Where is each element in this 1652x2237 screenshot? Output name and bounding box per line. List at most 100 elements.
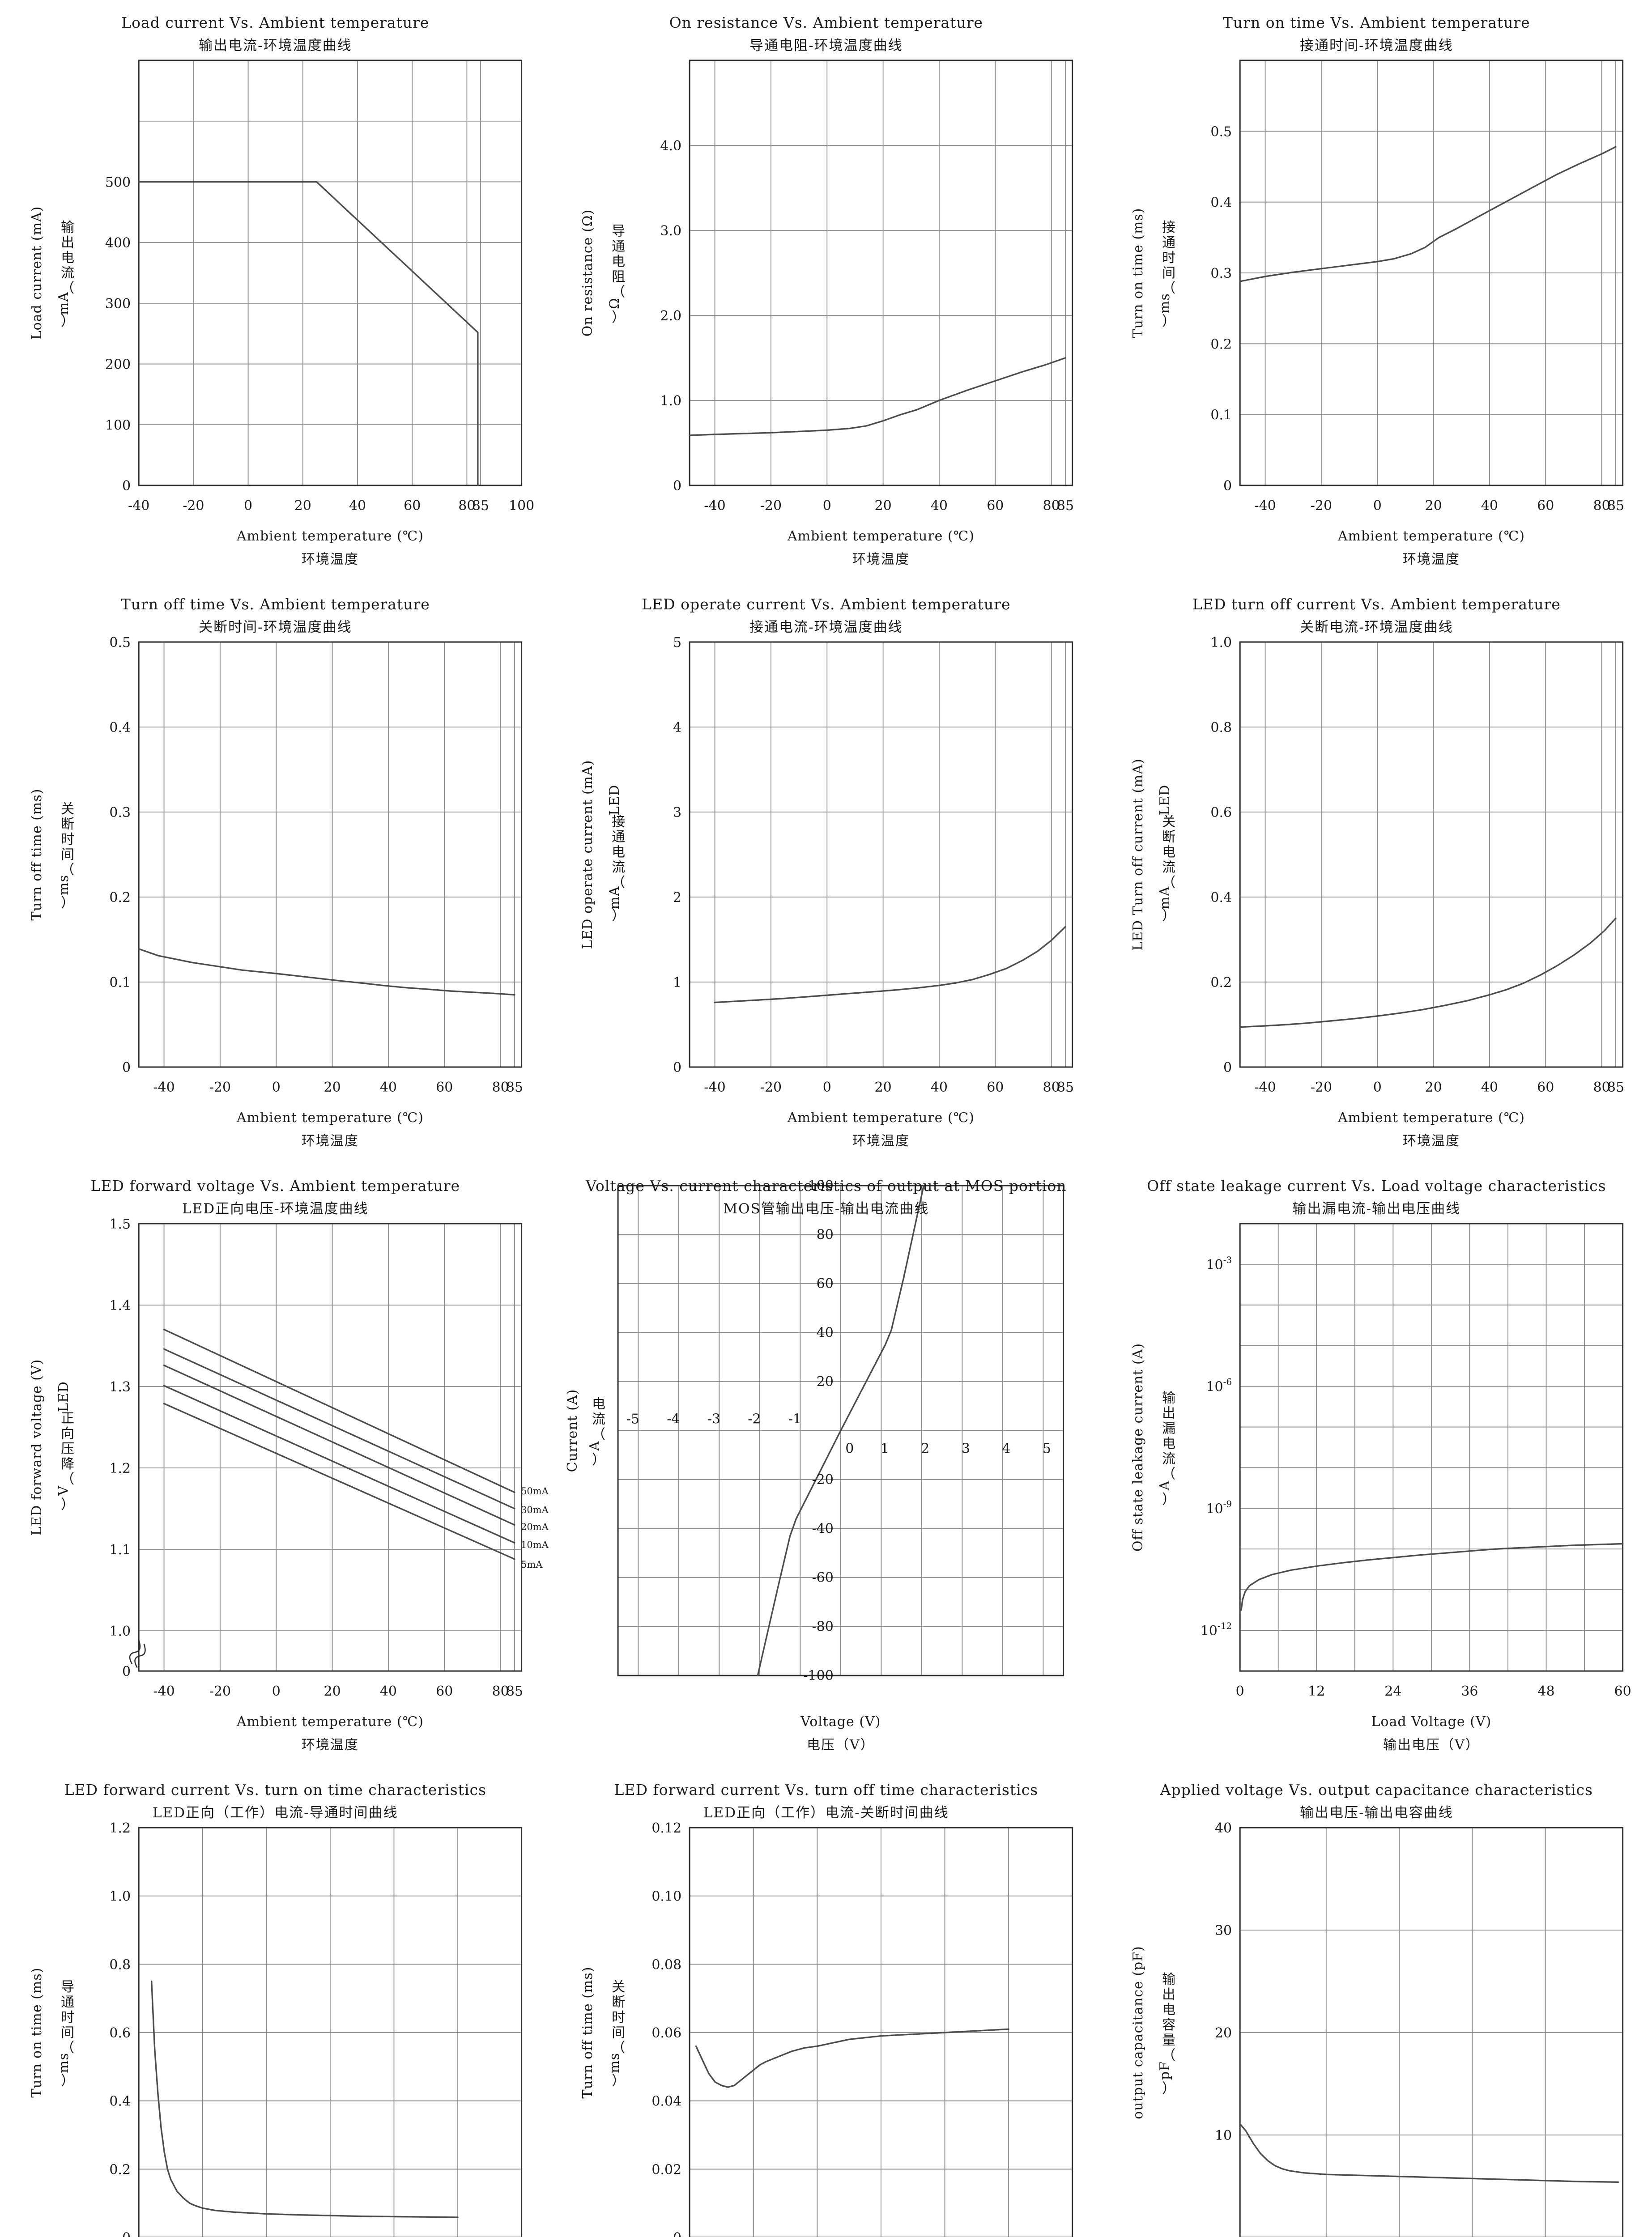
x-tick-label: 40 bbox=[1481, 498, 1498, 514]
svg-text:时: 时 bbox=[612, 2010, 626, 2025]
svg-text:）: ） bbox=[612, 908, 626, 924]
svg-text:ms: ms bbox=[56, 2053, 72, 2073]
y-tick-label: -40 bbox=[812, 1521, 833, 1537]
y-tick-label: 0.08 bbox=[651, 1957, 681, 1973]
plot-border bbox=[689, 1827, 1073, 2237]
x-axis-label-en: Load Voltage (V) bbox=[1371, 1714, 1492, 1730]
svg-text:电: 电 bbox=[592, 1396, 606, 1412]
chart-title-zh: 接通时间-环境温度曲线 bbox=[1300, 38, 1453, 54]
svg-text:mA: mA bbox=[607, 886, 622, 909]
plot-border bbox=[138, 1827, 523, 2237]
x-tick-label: 20 bbox=[324, 1080, 341, 1095]
y-tick-label: 1.0 bbox=[109, 1889, 131, 1905]
x-tick-label: 85 bbox=[506, 1684, 523, 1699]
plot-border bbox=[138, 1223, 523, 1672]
chart-title-en: LED forward current Vs. turn on time cha… bbox=[64, 1781, 486, 1799]
svg-text:输: 输 bbox=[1162, 1972, 1176, 1987]
y-tick-label: 0 bbox=[122, 1060, 131, 1076]
x-axis-label-zh: 环境温度 bbox=[852, 1133, 910, 1149]
svg-text:通: 通 bbox=[61, 1995, 75, 2010]
series-line-turn-on-time bbox=[150, 1980, 459, 2218]
y-tick-label: -100 bbox=[803, 1668, 833, 1684]
svg-text:关: 关 bbox=[1162, 814, 1176, 830]
chart-canvas-off-state-leakage-current-vs-load-voltage: Off state leakage current Vs. Load volta… bbox=[1130, 1177, 1631, 1753]
svg-text:间: 间 bbox=[61, 847, 75, 863]
y-tick-label: 300 bbox=[105, 296, 131, 312]
svg-text:pF: pF bbox=[1157, 2061, 1173, 2080]
y-tick-label: 0.5 bbox=[1211, 124, 1232, 140]
series-line-output-capacitance bbox=[1240, 2124, 1619, 2183]
svg-text:断: 断 bbox=[1162, 829, 1176, 845]
svg-text:LED: LED bbox=[1157, 785, 1173, 816]
x-tick-label: -40 bbox=[1255, 1080, 1276, 1095]
series-label: 10mA bbox=[521, 1540, 549, 1550]
y-axis-label-zh: 导通时间（ms） bbox=[56, 1979, 75, 2089]
y-tick-label: 1.3 bbox=[109, 1379, 131, 1395]
y-tick-label: 0.3 bbox=[109, 805, 131, 821]
svg-text:降: 降 bbox=[61, 1456, 75, 1472]
x-tick-label: -5 bbox=[626, 1412, 639, 1427]
y-tick-label: 0.6 bbox=[109, 2025, 131, 2041]
svg-text:（: （ bbox=[612, 2040, 626, 2056]
chart-title-zh: 输出电压-输出电容曲线 bbox=[1300, 1805, 1453, 1821]
y-tick-label: 0.6 bbox=[1211, 805, 1232, 821]
svg-text:断: 断 bbox=[61, 817, 75, 832]
svg-text:流: 流 bbox=[1162, 1451, 1176, 1467]
x-tick-label: 40 bbox=[380, 1684, 397, 1699]
svg-text:流: 流 bbox=[1162, 860, 1176, 876]
x-tick-label: 80 bbox=[492, 1080, 509, 1095]
series-line-10mA bbox=[163, 1385, 515, 1544]
svg-text:（: （ bbox=[1162, 875, 1176, 891]
chart-title-en: LED forward voltage Vs. Ambient temperat… bbox=[91, 1177, 460, 1195]
svg-text:出: 出 bbox=[1162, 1987, 1176, 2003]
x-axis-label-en: Ambient temperature (℃) bbox=[787, 1110, 974, 1126]
series-line-on-resistance bbox=[689, 357, 1066, 436]
chart-canvas-turn-on-time-vs-ambient-temperature: Turn on time Vs. Ambient temperature 接通时间… bbox=[1130, 14, 1624, 567]
chart-title-zh: LED正向（工作）电流-关断时间曲线 bbox=[703, 1805, 949, 1821]
svg-text:（: （ bbox=[1162, 1467, 1176, 1482]
y-tick-label: 1.2 bbox=[109, 1461, 131, 1476]
y-tick-label: 5 bbox=[673, 635, 681, 651]
x-tick-label: 40 bbox=[1481, 1080, 1498, 1095]
x-tick-label: 0 bbox=[822, 498, 831, 514]
svg-text:接: 接 bbox=[1162, 220, 1176, 235]
x-tick-label: -20 bbox=[760, 498, 781, 514]
x-tick-label: 40 bbox=[931, 498, 948, 514]
y-tick-label: 4 bbox=[673, 720, 681, 736]
y-axis-label-en: Turn off time (ms) bbox=[29, 789, 45, 921]
chart-canvas-led-turn-off-current-vs-ambient-temperature: LED turn off current Vs. Ambient tempera… bbox=[1130, 595, 1624, 1149]
svg-text:电: 电 bbox=[61, 250, 75, 266]
y-tick-label: 3.0 bbox=[660, 223, 681, 239]
svg-text:）: ） bbox=[61, 1497, 75, 1513]
svg-text:Ω: Ω bbox=[607, 298, 622, 309]
svg-text:（: （ bbox=[61, 1471, 75, 1487]
chart-title-en: Turn off time Vs. Ambient temperature bbox=[121, 595, 430, 613]
svg-text:关: 关 bbox=[61, 801, 75, 817]
chart-title-en: Applied voltage Vs. output capacitance c… bbox=[1160, 1781, 1593, 1799]
x-tick-label: 85 bbox=[472, 498, 489, 514]
y-tick-label: 0 bbox=[673, 478, 681, 494]
x-axis-label-zh: 环境温度 bbox=[302, 552, 359, 567]
svg-text:输: 输 bbox=[61, 220, 75, 235]
y-tick-label: 1.0 bbox=[109, 1624, 131, 1639]
x-tick-label: 40 bbox=[349, 498, 366, 514]
x-tick-label: -40 bbox=[1255, 498, 1276, 514]
x-tick-label: -20 bbox=[183, 498, 204, 514]
x-tick-label: 85 bbox=[1057, 498, 1074, 514]
gridlines bbox=[139, 1224, 522, 1671]
chart-cell-led-forward-current-vs-turn-on-time: LED forward current Vs. turn on time cha… bbox=[0, 1767, 551, 2237]
y-tick-label: 2 bbox=[673, 890, 681, 906]
x-tick-label: 3 bbox=[961, 1441, 970, 1457]
chart-cell-led-forward-voltage-vs-ambient-temperature: LED forward voltage Vs. Ambient temperat… bbox=[0, 1163, 551, 1767]
gridlines bbox=[689, 1828, 1073, 2237]
plot-border bbox=[1239, 1827, 1624, 2237]
svg-text:出: 出 bbox=[61, 235, 75, 251]
chart-title-zh: 输出电流-环境温度曲线 bbox=[199, 38, 352, 54]
x-tick-label: 80 bbox=[1593, 1080, 1610, 1095]
y-tick-label: 40 bbox=[816, 1325, 833, 1341]
svg-text:通: 通 bbox=[612, 239, 626, 255]
svg-text:A: A bbox=[1157, 1480, 1173, 1491]
svg-text:（: （ bbox=[1162, 281, 1176, 296]
y-tick-label: -20 bbox=[812, 1472, 833, 1488]
